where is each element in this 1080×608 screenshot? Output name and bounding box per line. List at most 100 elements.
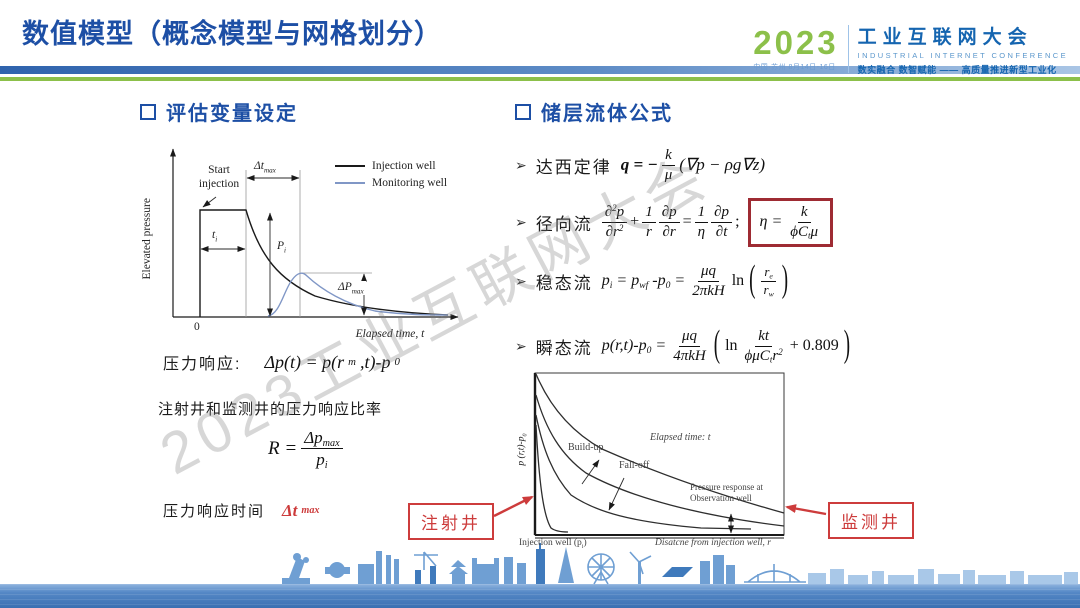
monitoring-well-callout: 监测井: [828, 502, 914, 539]
box-fraction: k ϕCtμ: [790, 204, 819, 241]
plus-sign: +: [630, 213, 640, 231]
arrow-bullet-icon: ➢: [515, 337, 527, 354]
title-divider-blue: [0, 66, 1080, 74]
logo-title-en: INDUSTRIAL INTERNET CONFERENCE: [857, 51, 1068, 60]
radial-f5: ∂p ∂t: [711, 204, 733, 241]
radial-f3: ∂p ∂r: [658, 204, 680, 241]
x-axis-label: Disatcne from injection well, r: [655, 538, 772, 548]
section-title: 储层流体公式: [541, 103, 673, 125]
page-title: 数值模型（概念模型与网格划分）: [22, 19, 442, 49]
radius-fraction: re rw: [761, 265, 777, 298]
injection-well-curve: [199, 209, 449, 317]
steady-fraction: μq 2πkH: [692, 263, 725, 299]
curve-early-time: [535, 414, 752, 530]
right-paren: ): [843, 324, 851, 367]
response-time-row: 压力响应时间 Δt max: [163, 500, 320, 521]
darcy-fraction: k μ: [662, 147, 676, 184]
elapsed-time-label: Elapsed time: t: [650, 432, 711, 443]
legend-item-injection: Injection well: [335, 160, 447, 172]
monitoring-callout-arrow: [785, 504, 827, 516]
square-bullet-icon: [515, 103, 531, 120]
formula-steady: ➢ 稳态流 pi = pwf -p0 = μq 2πkH ln ( re rw ): [515, 259, 789, 301]
ln-function: ln: [725, 337, 738, 355]
legend-label: Injection well: [372, 160, 436, 172]
pressure-response-formula: Δp(t) = p(r m ,t)-p 0: [264, 351, 400, 372]
pressure-distance-chart: p (r,t)-p0 Build-up Fall-off Elapsed tim…: [505, 372, 865, 550]
logo-date-line: 中国·苏州 8月14日-16日: [753, 64, 836, 71]
monitoring-well-curve: [267, 272, 449, 317]
section-header-variables: 评估变量设定: [140, 97, 298, 126]
dt-max-label: Δtmax: [252, 160, 278, 175]
transient-label: 瞬态流: [535, 338, 593, 358]
arrow-bullet-icon: ➢: [515, 272, 527, 289]
darcy-lhs: q = −: [620, 155, 658, 175]
fall-off-label: Fall-off: [619, 460, 650, 471]
semicolon: ;: [735, 213, 740, 231]
steady-lhs: pi = pwf -p0 =: [601, 272, 686, 292]
transient-inner-fraction: kt ϕμCtr2: [744, 328, 783, 365]
ratio-numerator: Δpmax: [301, 428, 343, 450]
logo-slogan: 数实融合 数智赋能 —— 高质量推进新型工业化: [857, 65, 1057, 75]
injection-well-axis-label: Injection well (pi): [519, 538, 587, 550]
left-paren: (: [713, 324, 721, 367]
conference-logo: 2023 中国·苏州 8月14日-16日 工业互联网大会 INDUSTRIAL …: [753, 22, 1068, 76]
arrow-bullet-icon: ➢: [515, 156, 527, 173]
y-axis-label: Elevated pressure: [141, 198, 154, 280]
legend-item-monitoring: Monitoring well: [335, 177, 447, 189]
ln-function: ln: [731, 272, 745, 290]
injection-callout-arrow: [493, 495, 534, 518]
pressure-time-plot: [170, 148, 459, 320]
ratio-fraction: Δpmax pi: [301, 428, 343, 472]
radial-label: 径向流: [535, 214, 593, 234]
constant-term: + 0.809: [789, 337, 839, 355]
transient-lhs: p(r,t)-p0 =: [601, 337, 667, 357]
response-time-label: 压力响应时间: [163, 503, 266, 520]
legend-label: Monitoring well: [372, 177, 448, 189]
x-axis-label: Elapsed time, t: [355, 328, 425, 340]
chart-legend: Injection well Monitoring well: [335, 160, 447, 189]
y-axis-label: p (r,t)-p0: [516, 433, 529, 466]
ratio-caption: 注射井和监测井的压力响应比率: [158, 401, 383, 418]
pressure-distance-plot: [533, 372, 785, 539]
legend-swatch-monitoring: [335, 182, 365, 184]
logo-left-block: 2023 中国·苏州 8月14日-16日: [753, 26, 838, 72]
logo-divider: [847, 25, 849, 73]
darcy-rhs: (∇p − ρg∇z): [679, 155, 766, 175]
steady-label: 稳态流: [535, 273, 593, 293]
transient-fraction: μq 4πkH: [673, 328, 706, 364]
darcy-den: μ: [664, 166, 673, 183]
start-injection-label: Start injection: [198, 164, 240, 190]
pi-label: Pi: [277, 240, 287, 255]
logo-title-cn: 工业互联网大会: [857, 27, 1033, 48]
pressure-response-row: 压力响应: Δp(t) = p(r m ,t)-p 0: [163, 350, 400, 374]
left-paren: (: [749, 259, 756, 302]
darcy-label: 达西定律: [535, 157, 612, 177]
ratio-denominator: pi: [316, 450, 328, 472]
box-lhs: η =: [759, 213, 783, 231]
equals-sign: =: [682, 213, 692, 231]
title-divider-green: [0, 77, 1080, 81]
city-skyline-graphic: [282, 543, 1078, 585]
origin-label: 0: [194, 321, 200, 333]
legend-swatch-injection: [335, 165, 365, 167]
bottom-bar: [0, 584, 1080, 608]
section-header-formulas: 储层流体公式: [515, 97, 673, 126]
logo-right-block: 工业互联网大会 INDUSTRIAL INTERNET CONFERENCE 数…: [858, 22, 1068, 76]
pressure-time-chart: Elevated pressure Start injection ti Δtm…: [130, 140, 530, 345]
formula-darcy: ➢ 达西定律 q = − k μ (∇p − ρg∇z): [515, 147, 765, 184]
curve-spike: [535, 424, 569, 533]
ti-label: ti: [210, 229, 220, 244]
right-paren: ): [781, 259, 789, 302]
injection-well-callout: 注射井: [408, 503, 494, 540]
ratio-caption-row: 注射井和监测井的压力响应比率: [158, 398, 382, 419]
arrow-bullet-icon: ➢: [515, 213, 527, 230]
pressure-response-label: Pressure response at Observation well: [690, 482, 763, 503]
section-title: 评估变量设定: [166, 103, 298, 125]
darcy-num: k: [662, 147, 675, 166]
logo-year: 2023: [753, 24, 839, 61]
curve-late-time: [535, 373, 785, 514]
dp-max-label: ΔPmax: [336, 281, 366, 296]
